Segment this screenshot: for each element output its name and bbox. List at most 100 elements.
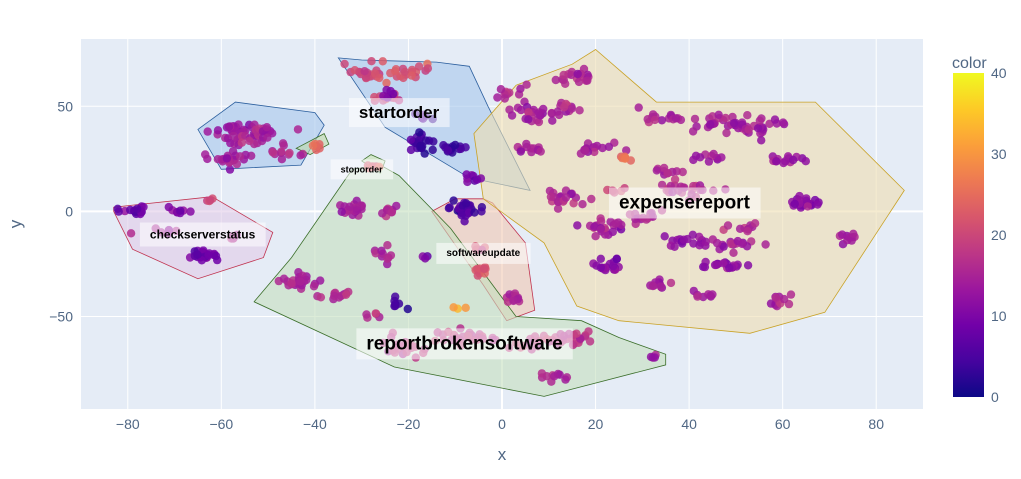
data-point: [722, 128, 731, 138]
data-point: [770, 115, 780, 124]
cluster-label: softwareupdate: [446, 248, 520, 259]
data-point: [461, 143, 470, 152]
data-point: [660, 232, 669, 241]
data-point: [657, 180, 667, 190]
data-point: [477, 207, 486, 216]
data-point: [553, 204, 563, 213]
data-point: [590, 147, 599, 157]
data-point: [226, 138, 235, 148]
x-axis-title: x: [498, 445, 507, 464]
data-point: [352, 206, 361, 215]
data-point: [609, 261, 618, 271]
data-point: [650, 115, 660, 125]
x-tick-label: 80: [868, 416, 884, 432]
data-point: [778, 118, 788, 127]
data-point: [559, 103, 569, 112]
data-point: [712, 260, 721, 270]
y-tick-label: 0: [65, 203, 73, 219]
data-point: [360, 67, 369, 76]
data-point: [479, 264, 489, 273]
data-point: [126, 229, 136, 238]
data-point: [524, 108, 533, 117]
data-point: [590, 222, 599, 232]
data-point: [721, 113, 730, 123]
data-point: [714, 110, 723, 120]
data-point: [596, 263, 605, 272]
data-point: [204, 250, 213, 260]
data-point: [387, 208, 396, 217]
data-point: [451, 140, 460, 150]
data-point: [524, 115, 533, 124]
data-point: [337, 207, 346, 216]
data-point: [126, 205, 135, 215]
data-point: [743, 227, 752, 236]
cluster-label-background: [356, 328, 573, 360]
data-point: [309, 282, 319, 291]
data-point: [678, 167, 687, 177]
data-point: [704, 157, 714, 166]
y-tick-label: 50: [57, 98, 73, 114]
data-point: [206, 196, 215, 205]
data-point: [671, 114, 681, 123]
data-point: [224, 122, 234, 131]
data-point: [706, 120, 715, 129]
data-point: [567, 104, 576, 113]
cluster-label-background: [330, 159, 394, 180]
data-point: [193, 250, 202, 259]
data-point: [695, 153, 705, 162]
data-point: [362, 310, 371, 319]
data-point: [573, 221, 582, 230]
data-point: [232, 159, 242, 169]
data-point: [462, 199, 471, 208]
data-point: [114, 207, 123, 216]
data-point: [683, 234, 692, 244]
data-point: [377, 246, 386, 255]
x-tick-labels: −80 −60 −40 −20 0 20 40 60 80: [116, 416, 884, 432]
data-point: [666, 278, 676, 288]
data-point: [727, 239, 736, 249]
data-point: [542, 372, 551, 381]
data-point: [766, 299, 776, 308]
data-point: [378, 57, 387, 66]
y-axis-title: y: [6, 219, 25, 228]
data-point: [522, 80, 531, 89]
data-point: [813, 200, 822, 209]
data-point: [620, 154, 630, 163]
data-point: [652, 166, 661, 175]
data-point: [470, 208, 479, 217]
data-point: [780, 294, 789, 304]
data-point: [695, 232, 704, 241]
cluster-label: stoporder: [341, 164, 384, 174]
data-point: [789, 155, 798, 165]
data-point: [561, 193, 571, 202]
data-point: [496, 85, 506, 94]
data-point: [755, 116, 764, 125]
data-point: [268, 148, 278, 157]
data-point: [650, 353, 659, 362]
x-tick-label: −60: [209, 416, 233, 432]
data-point: [201, 150, 210, 159]
data-point: [406, 145, 416, 155]
colorbar: [953, 73, 984, 397]
data-point: [367, 57, 376, 66]
x-tick-label: −80: [116, 416, 140, 432]
data-point: [461, 303, 470, 312]
data-point: [548, 116, 557, 125]
data-point: [772, 157, 781, 166]
y-tick-label: −50: [49, 309, 73, 325]
data-point: [403, 304, 412, 314]
data-point: [225, 165, 235, 174]
data-point: [554, 110, 564, 120]
data-point: [706, 291, 715, 300]
cluster-label: expensereport: [619, 192, 751, 213]
data-point: [415, 128, 424, 137]
data-point: [391, 301, 400, 311]
data-point: [670, 175, 680, 184]
colorbar-ticks: 0 10 20 30 40: [991, 65, 1007, 405]
data-point: [670, 242, 679, 251]
data-point: [293, 125, 303, 134]
colorbar-tick-label: 30: [991, 146, 1007, 162]
data-point: [735, 224, 745, 233]
data-point: [539, 104, 548, 114]
data-point: [581, 146, 590, 155]
